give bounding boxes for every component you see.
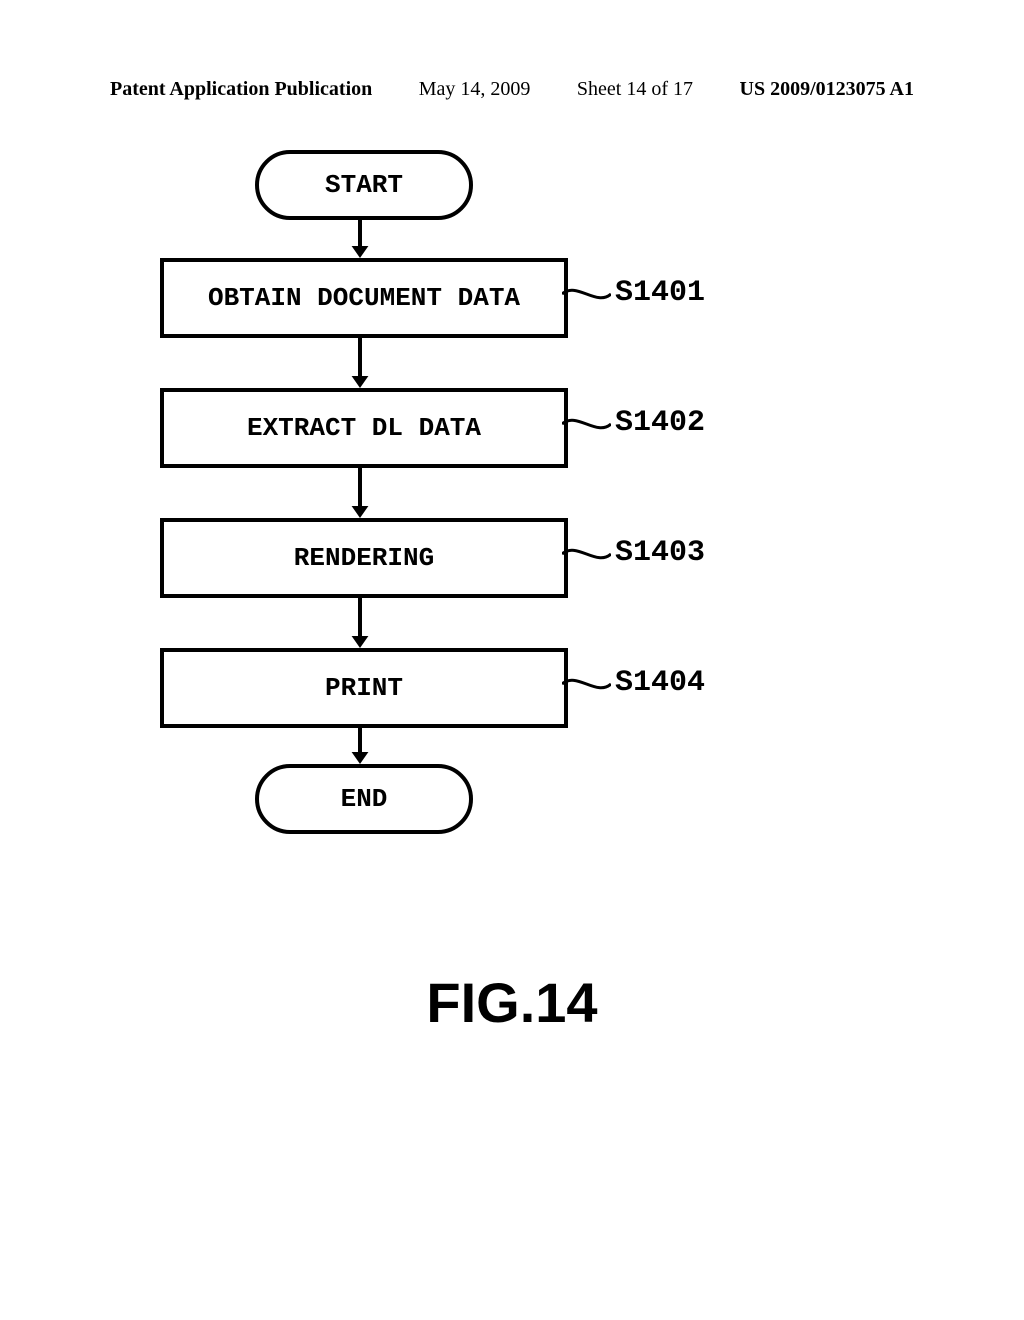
publication-number: US 2009/0123075 A1 (740, 78, 914, 101)
publication-date: May 14, 2009 (419, 78, 531, 101)
s2-label: S1402 (615, 406, 705, 440)
label-connector (562, 539, 611, 569)
s3-label: S1403 (615, 536, 705, 570)
end-terminal: END (255, 764, 473, 834)
flow-arrow (345, 594, 375, 650)
label-connector (562, 409, 611, 439)
publication-label: Patent Application Publication (110, 78, 372, 101)
start-terminal: START (255, 150, 473, 220)
label-connector (562, 669, 611, 699)
s3-process: RENDERING (160, 518, 568, 598)
s4-process: PRINT (160, 648, 568, 728)
s1-label: S1401 (615, 276, 705, 310)
flow-arrow (345, 216, 375, 260)
sheet-number: Sheet 14 of 17 (577, 78, 693, 101)
figure-caption: FIG.14 (0, 970, 1024, 1035)
flow-arrow (345, 464, 375, 520)
s1-process: OBTAIN DOCUMENT DATA (160, 258, 568, 338)
flow-arrow (345, 724, 375, 766)
flow-arrow (345, 334, 375, 390)
s2-process: EXTRACT DL DATA (160, 388, 568, 468)
page-header: Patent Application Publication May 14, 2… (0, 78, 1024, 101)
s4-label: S1404 (615, 666, 705, 700)
label-connector (562, 279, 611, 309)
